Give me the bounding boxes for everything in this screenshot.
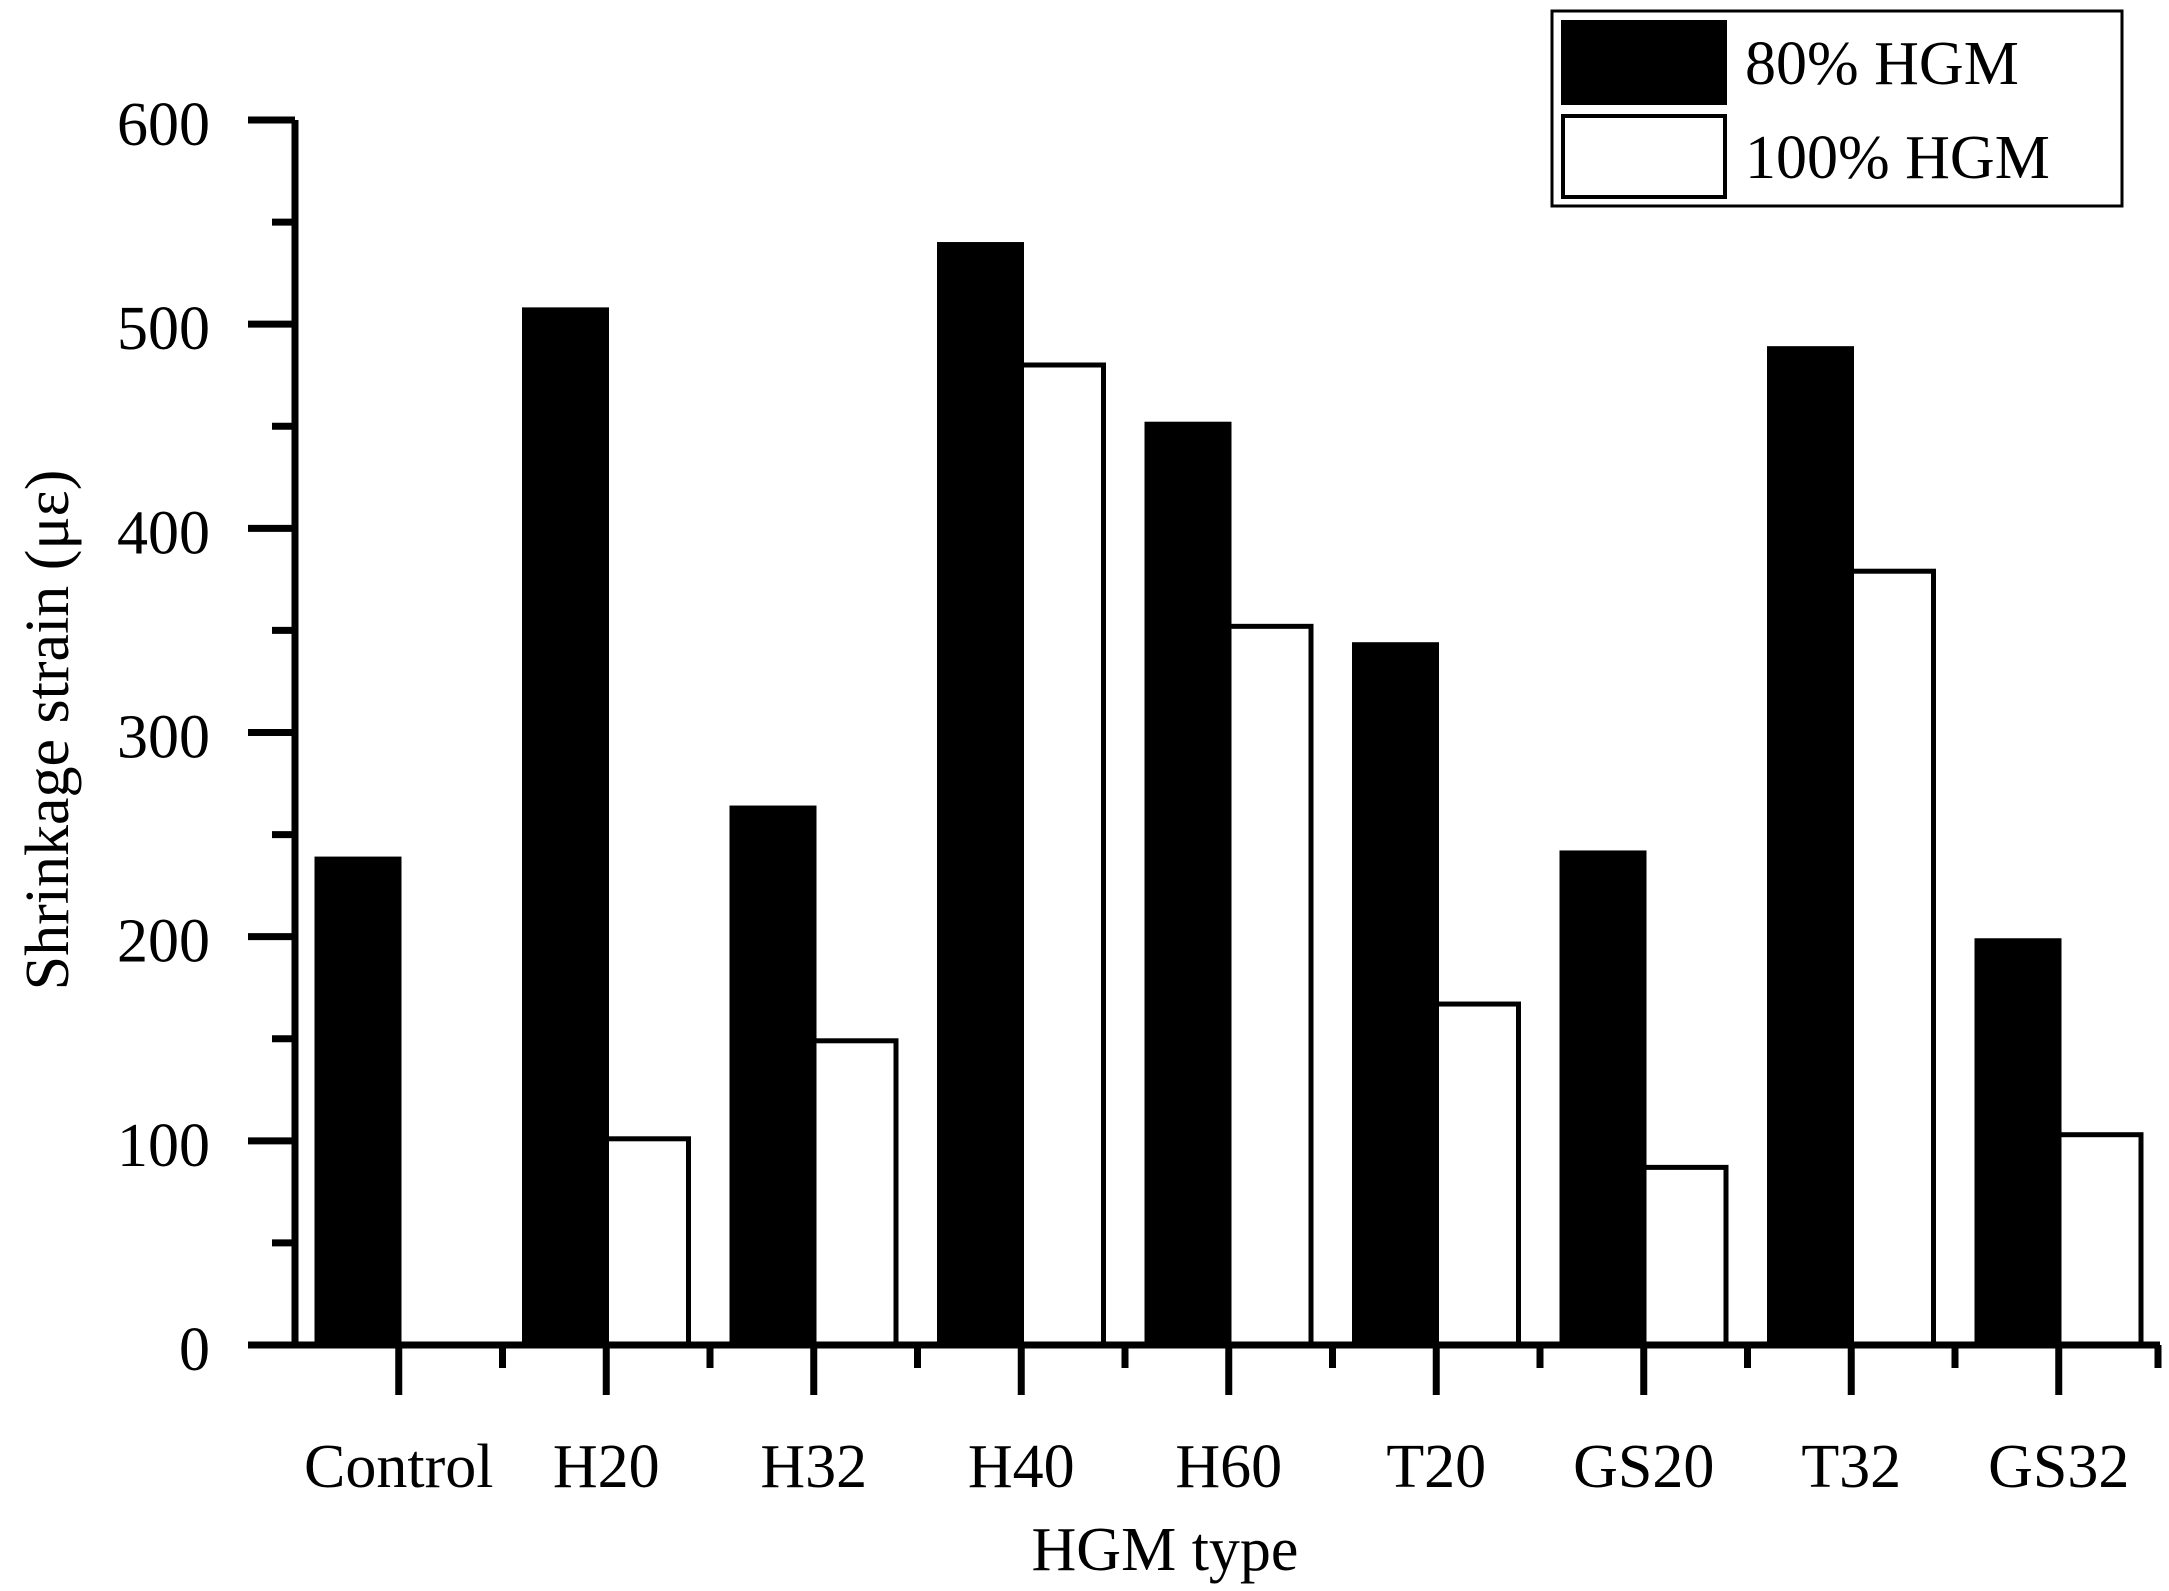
bar-h20-series-2 — [604, 1136, 691, 1348]
legend: 80% HGM 100% HGM — [1550, 9, 2124, 208]
bar-t20-series-1 — [1352, 642, 1439, 1348]
bar-control-series-1 — [314, 856, 402, 1348]
bar-gs20-series-1 — [1559, 850, 1647, 1348]
x-tick-label-gs32: GS32 — [1988, 1433, 2129, 1501]
x-tick-label-t32: T32 — [1801, 1433, 1901, 1501]
bar-t20-series-2 — [1434, 1001, 1521, 1348]
y-tick-label: 400 — [117, 499, 210, 567]
x-tick-label-h20: H20 — [553, 1433, 660, 1501]
legend-label-series-1: 80% HGM — [1745, 30, 2019, 98]
bar-h32-series-2 — [811, 1038, 899, 1348]
x-tick-label-gs20: GS20 — [1573, 1433, 1714, 1501]
bar-h40-series-2 — [1019, 362, 1106, 1348]
bars-layer — [314, 242, 2144, 1348]
bar-h32-series-1 — [729, 805, 817, 1348]
y-axis-title: Shrinkage strain (με) — [14, 470, 82, 991]
y-tick-label: 100 — [117, 1112, 210, 1180]
bar-gs32-series-2 — [2056, 1132, 2144, 1348]
axes-layer — [248, 116, 2162, 1395]
y-tick-label: 600 — [117, 91, 210, 159]
y-tick-label: 300 — [117, 704, 210, 772]
y-tick-label: 0 — [179, 1316, 210, 1384]
legend-swatch-series-2 — [1561, 114, 1727, 199]
x-tick-label-h40: H40 — [968, 1433, 1075, 1501]
bar-gs32-series-1 — [1974, 938, 2062, 1348]
y-tick-label: 500 — [117, 295, 210, 363]
x-tick-label-h60: H60 — [1175, 1433, 1282, 1501]
labels-layer: 0 100 200 300 400 500 600 Control H20 H32 H40 H60 T2… — [14, 91, 2129, 1584]
bar-t32-series-1 — [1767, 346, 1854, 1348]
bar-h60-series-2 — [1226, 623, 1314, 1348]
x-axis-title: HGM type — [1032, 1516, 1299, 1584]
bar-h20-series-1 — [522, 307, 609, 1348]
x-tick-label-control: Control — [304, 1433, 493, 1501]
bar-gs20-series-2 — [1641, 1164, 1729, 1348]
bar-h40-series-1 — [937, 242, 1024, 1348]
legend-label-series-2: 100% HGM — [1745, 124, 2050, 192]
y-tick-label: 200 — [117, 908, 210, 976]
bar-t32-series-2 — [1849, 568, 1936, 1348]
bar-h60-series-1 — [1144, 421, 1232, 1348]
x-tick-label-h32: H32 — [760, 1433, 867, 1501]
x-tick-label-t20: T20 — [1386, 1433, 1486, 1501]
legend-swatch-series-1 — [1561, 20, 1727, 105]
